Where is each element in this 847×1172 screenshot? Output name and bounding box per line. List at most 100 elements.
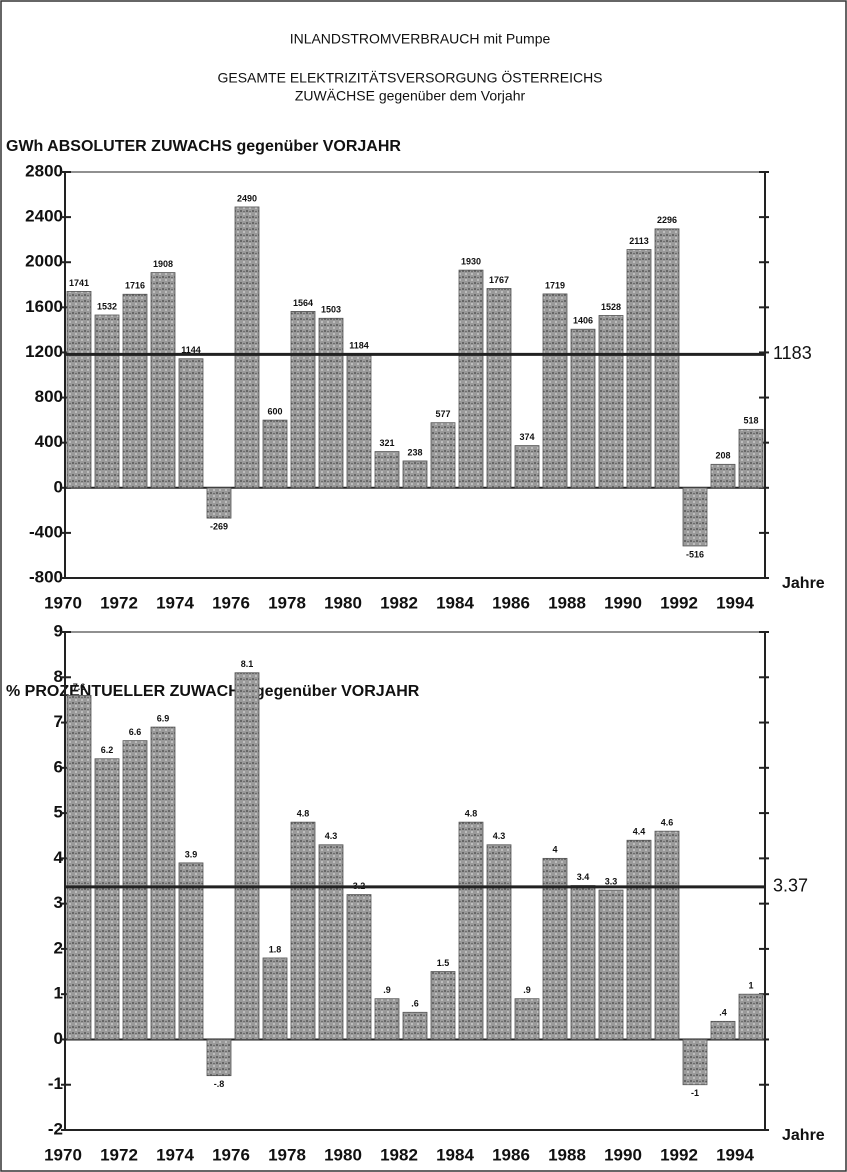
value-label: 4.3 <box>325 831 338 841</box>
value-label: 3.3 <box>605 876 618 886</box>
bar <box>430 422 456 489</box>
y-tick-label: 3 <box>54 893 63 912</box>
value-label: 2113 <box>629 236 649 246</box>
y-tick-label: -1 <box>48 1074 63 1093</box>
x-tick-label: 1974 <box>156 593 194 612</box>
bar <box>122 740 148 1040</box>
y-tick-label: 7 <box>54 712 63 731</box>
value-label: 208 <box>715 451 730 461</box>
y-tick-label: 0 <box>54 477 63 496</box>
value-label: 374 <box>519 432 534 442</box>
y-tick-label: 4 <box>54 848 64 867</box>
bar <box>178 862 204 1040</box>
bar <box>654 830 680 1040</box>
bar <box>710 463 736 489</box>
value-label: 6.9 <box>157 713 170 723</box>
y-axis-label: % PROZENTUELLER ZUWACHS gegenüber VORJAH… <box>6 683 420 700</box>
x-tick-label: 1980 <box>324 1145 362 1164</box>
y-tick-label: 1 <box>54 984 63 1003</box>
x-tick-label: 1970 <box>44 593 82 612</box>
x-tick-label: 1994 <box>716 593 754 612</box>
bar <box>262 419 288 489</box>
x-tick-label: 1990 <box>604 593 642 612</box>
bar <box>626 839 652 1040</box>
y-tick-label: 2000 <box>25 252 63 271</box>
mean-label: 3.37 <box>773 876 808 896</box>
bar <box>402 460 428 489</box>
value-label: 238 <box>407 447 422 457</box>
value-label: 6.2 <box>101 745 114 755</box>
x-tick-label: 1978 <box>268 593 306 612</box>
y-tick-label: 1600 <box>25 297 63 316</box>
x-tick-label: 1980 <box>324 593 362 612</box>
y-tick-label: -400 <box>29 522 63 541</box>
bar <box>430 971 456 1040</box>
x-tick-label: 1976 <box>212 593 250 612</box>
value-label: .6 <box>411 999 419 1009</box>
value-label: 1.8 <box>269 944 282 954</box>
value-label: 600 <box>267 406 282 416</box>
x-tick-label: 1984 <box>436 593 474 612</box>
x-tick-label: 1982 <box>380 1145 418 1164</box>
y-tick-label: 0 <box>54 1029 63 1048</box>
y-tick-label: 9 <box>54 621 63 640</box>
bar <box>738 428 764 489</box>
value-label: .9 <box>383 985 391 995</box>
y-tick-label: -800 <box>29 567 63 586</box>
value-label: 1.5 <box>437 958 450 968</box>
y-tick-label: 400 <box>35 432 63 451</box>
bar <box>66 694 92 1040</box>
x-axis-label: Jahre <box>782 575 825 592</box>
y-tick-label: 6 <box>54 757 63 776</box>
x-axis-label: Jahre <box>782 1127 825 1144</box>
x-tick-label: 1984 <box>436 1145 474 1164</box>
y-tick-label: -2 <box>48 1119 63 1138</box>
x-tick-label: 1986 <box>492 1145 530 1164</box>
bar <box>206 487 232 519</box>
x-tick-label: 1978 <box>268 1145 306 1164</box>
y-tick-label: 2 <box>54 938 63 957</box>
value-label: 1 <box>748 981 753 991</box>
value-label: 1716 <box>125 281 145 291</box>
value-label: 1406 <box>573 316 593 326</box>
bar <box>654 228 680 489</box>
bar <box>346 353 372 489</box>
value-label: -.8 <box>214 1079 225 1089</box>
value-label: 4.6 <box>661 818 674 828</box>
bar <box>94 758 120 1040</box>
value-label: 1184 <box>349 341 369 351</box>
y-tick-label: 1200 <box>25 342 63 361</box>
value-label: 1528 <box>601 302 621 312</box>
value-label: -516 <box>686 549 704 559</box>
value-label: .4 <box>719 1008 727 1018</box>
bar <box>206 1039 232 1077</box>
value-label: 7.6 <box>73 682 86 692</box>
bar <box>122 293 148 489</box>
bar <box>682 1039 708 1086</box>
value-label: 4.8 <box>297 809 310 819</box>
x-tick-label: 1992 <box>660 593 698 612</box>
value-label: 1564 <box>293 298 313 308</box>
title: INLANDSTROMVERBRAUCH mit Pumpe <box>290 31 551 47</box>
value-label: 577 <box>435 409 450 419</box>
value-label: 2296 <box>657 215 677 225</box>
value-label: 3.4 <box>577 872 590 882</box>
value-label: 1144 <box>181 345 201 355</box>
bar <box>486 844 512 1040</box>
value-label: 2490 <box>237 193 257 203</box>
bar <box>346 894 372 1040</box>
value-label: 4.3 <box>493 831 506 841</box>
bar <box>542 293 568 489</box>
bar <box>626 249 652 489</box>
x-tick-label: 1972 <box>100 1145 138 1164</box>
y-axis-label: GWh ABSOLUTER ZUWACHS gegenüber VORJAHR <box>6 138 401 155</box>
x-tick-label: 1986 <box>492 593 530 612</box>
y-tick-label: 5 <box>54 803 63 822</box>
bar <box>458 821 484 1040</box>
value-label: -269 <box>210 521 228 531</box>
value-label: 1503 <box>321 305 341 315</box>
bar <box>682 487 708 547</box>
bar <box>598 315 624 489</box>
